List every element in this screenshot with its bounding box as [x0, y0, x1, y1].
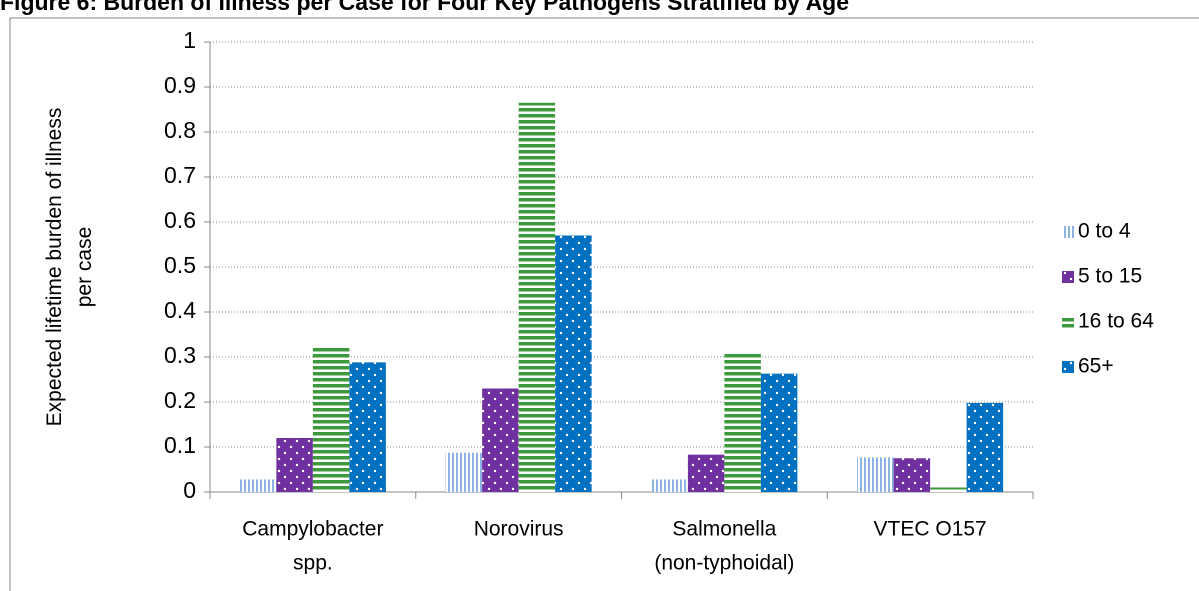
- bar: [555, 235, 592, 492]
- y-axis-label: Expected lifetime burden of illness per c…: [43, 108, 96, 427]
- legend-label: 5 to 15: [1078, 265, 1142, 288]
- bar: [445, 452, 483, 492]
- chart-title: Figure 6: Burden of Illness per Case for…: [0, 0, 849, 15]
- y-tick-label: 0.4: [164, 297, 196, 323]
- y-tick-label: 0.5: [164, 252, 196, 278]
- x-tick-label: Campylobacter: [242, 518, 383, 541]
- x-tick-label: (non-typhoidal): [654, 552, 794, 575]
- bar: [893, 458, 931, 492]
- y-tick-label: 0.8: [164, 117, 196, 143]
- y-tick-label: 0.9: [164, 72, 196, 98]
- x-tick-label: spp.: [293, 552, 333, 575]
- chart-frame: [9, 17, 1199, 591]
- bar: [724, 351, 761, 492]
- bar: [651, 479, 688, 492]
- bar: [312, 348, 350, 492]
- bar: [687, 454, 725, 492]
- x-tick-label: VTEC O157: [874, 518, 987, 541]
- y-tick-label: 0.7: [164, 162, 196, 188]
- y-tick-label: 0.2: [164, 387, 196, 413]
- bar: [930, 487, 967, 492]
- bar: [857, 457, 894, 492]
- bar: [966, 402, 1004, 492]
- legend-swatch: [1062, 361, 1074, 373]
- legend-label: 0 to 4: [1078, 220, 1131, 243]
- legend-swatch: [1062, 316, 1074, 328]
- bar: [482, 388, 519, 492]
- y-axis-label-line: per case: [73, 227, 96, 308]
- bar: [518, 102, 556, 492]
- bar: [349, 362, 386, 492]
- y-tick-label: 1: [183, 27, 196, 53]
- legend-label: 65+: [1078, 355, 1114, 378]
- bar: [760, 373, 798, 492]
- x-tick-label: Salmonella: [672, 518, 776, 541]
- legend-label: 16 to 64: [1078, 310, 1154, 333]
- legend-swatch: [1062, 271, 1074, 283]
- bar: [276, 438, 313, 492]
- y-tick-label: 0.6: [164, 207, 196, 233]
- y-tick-label: 0.1: [164, 432, 196, 458]
- y-tick-label: 0: [183, 477, 196, 503]
- legend-swatch: [1062, 226, 1074, 238]
- y-tick-label: 0.3: [164, 342, 196, 368]
- x-tick-label: Norovirus: [474, 518, 564, 541]
- y-axis-label-line: Expected lifetime burden of illness: [43, 108, 66, 427]
- bar: [239, 479, 277, 492]
